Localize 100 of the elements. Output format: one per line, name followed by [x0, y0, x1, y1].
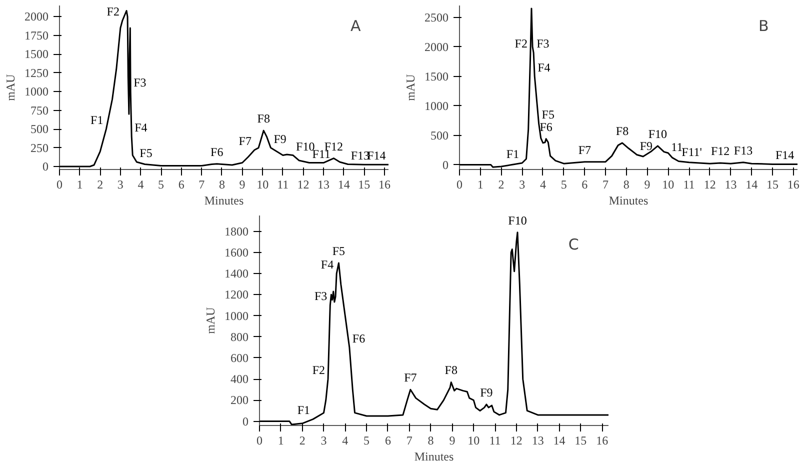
- x-tick-label: 0: [456, 178, 462, 192]
- annotation: F1: [90, 113, 104, 128]
- annotation: F13: [350, 148, 370, 162]
- annotation: F6: [352, 331, 366, 346]
- text: C: [568, 235, 579, 254]
- y-tick-label: 0: [242, 414, 248, 428]
- annotation: F9: [480, 385, 493, 400]
- y-axis-title: mAU: [404, 74, 418, 101]
- annotation: F5: [140, 146, 152, 160]
- x-tick-label: 4: [138, 178, 144, 192]
- x-tick-label: 3: [519, 178, 526, 192]
- annotation: 11: [671, 140, 683, 154]
- y-tick-label: 1500: [424, 69, 448, 84]
- x-axis-title: Minutes: [608, 194, 648, 208]
- x-tick-label: 0: [256, 434, 262, 448]
- x-tick-label: 11: [489, 434, 501, 448]
- annotation: F3: [536, 36, 550, 51]
- annotation: F7: [404, 370, 417, 385]
- annotation: F14: [775, 148, 794, 162]
- annotation: F11': [682, 145, 702, 160]
- x-tick-label: 9: [449, 434, 456, 448]
- x-tick-label: 1: [477, 178, 484, 192]
- x-tick-label: 9: [239, 178, 246, 192]
- x-tick-label: 16: [378, 178, 390, 192]
- x-tick-label: 11: [683, 178, 695, 192]
- annotation: F2: [106, 4, 120, 18]
- y-tick-label: 200: [230, 393, 248, 408]
- y-tick-label: 1000: [424, 98, 448, 113]
- y-tick-label: 800: [230, 330, 248, 344]
- x-tick-label: 7: [602, 178, 609, 192]
- x-tick-label: 13: [532, 434, 544, 448]
- annotation: F10: [296, 139, 315, 154]
- x-tick-label: 2: [498, 178, 504, 192]
- x-tick-label: 4: [540, 178, 546, 192]
- y-tick-label: 1600: [224, 245, 248, 260]
- x-tick-label: 15: [766, 178, 778, 192]
- x-tick-label: 13: [724, 178, 737, 192]
- annotation: F8: [616, 124, 629, 138]
- annotation: F10: [648, 126, 668, 141]
- x-tick-label: 15: [574, 434, 587, 448]
- annotation: F7: [578, 142, 592, 157]
- annotation: F4: [538, 60, 550, 74]
- x-tick-label: 4: [342, 434, 348, 448]
- annotation: F10: [508, 213, 527, 228]
- text: A: [350, 17, 362, 36]
- x-tick-label: 12: [510, 434, 522, 448]
- annotation: F6: [210, 144, 224, 159]
- y-tick-label: 1250: [24, 66, 48, 80]
- annotation: F2: [514, 36, 528, 51]
- y-tick-label: 500: [30, 122, 48, 136]
- annotation: F13: [734, 143, 753, 158]
- x-tick-label: 12: [297, 178, 310, 192]
- y-tick-label: 0: [442, 158, 448, 172]
- x-tick-label: 13: [318, 178, 330, 192]
- x-tick-label: 8: [428, 434, 434, 448]
- x-tick-label: 7: [198, 178, 205, 192]
- y-tick-label: 2000: [424, 40, 448, 54]
- y-tick-label: 400: [230, 372, 248, 386]
- y-tick-label: 600: [230, 350, 248, 365]
- y-tick-label: 1000: [224, 308, 248, 323]
- x-tick-label: 5: [364, 434, 370, 448]
- annotation: F6: [540, 120, 552, 134]
- y-tick-label: 750: [30, 103, 48, 118]
- y-axis-title: mAU: [204, 306, 218, 334]
- x-tick-label: 11: [277, 178, 289, 192]
- annotation: F5: [542, 107, 554, 122]
- annotation: F9: [640, 138, 653, 153]
- y-tick-label: 500: [430, 128, 448, 142]
- annotation: F14: [367, 148, 386, 163]
- y-tick-label: 1400: [224, 266, 248, 281]
- x-tick-label: 5: [158, 178, 164, 192]
- annotation: F7: [238, 134, 252, 148]
- annotation: F5: [332, 244, 346, 258]
- x-tick-label: 3: [117, 178, 124, 192]
- x-tick-label: 5: [560, 178, 567, 192]
- x-tick-label: 9: [644, 178, 650, 192]
- annotation: F3: [314, 289, 328, 304]
- x-tick-label: 10: [468, 434, 480, 448]
- y-tick-label: 1800: [224, 224, 248, 238]
- y-tick-label: 2000: [24, 10, 48, 24]
- annotation: F8: [257, 112, 270, 126]
- y-tick-label: 0: [42, 160, 48, 174]
- x-tick-label: 8: [218, 178, 225, 192]
- x-tick-label: 15: [358, 178, 370, 192]
- annotation: F8: [444, 363, 458, 378]
- x-tick-label: 14: [553, 434, 566, 448]
- x-tick-label: 0: [56, 178, 62, 192]
- x-tick-label: 10: [256, 178, 269, 192]
- y-tick-label: 2500: [424, 10, 448, 24]
- x-tick-label: 3: [320, 434, 327, 448]
- x-tick-label: 14: [338, 178, 350, 192]
- y-axis-title: mAU: [4, 74, 18, 101]
- x-tick-label: 7: [406, 434, 412, 448]
- y-tick-label: 1500: [24, 47, 48, 62]
- y-tick-label: 1000: [24, 84, 48, 99]
- x-tick-label: 16: [787, 178, 800, 192]
- x-axis-title: Minutes: [204, 194, 244, 208]
- annotation: F2: [312, 363, 326, 378]
- x-tick-label: 10: [662, 178, 674, 192]
- annotation: F3: [134, 76, 146, 90]
